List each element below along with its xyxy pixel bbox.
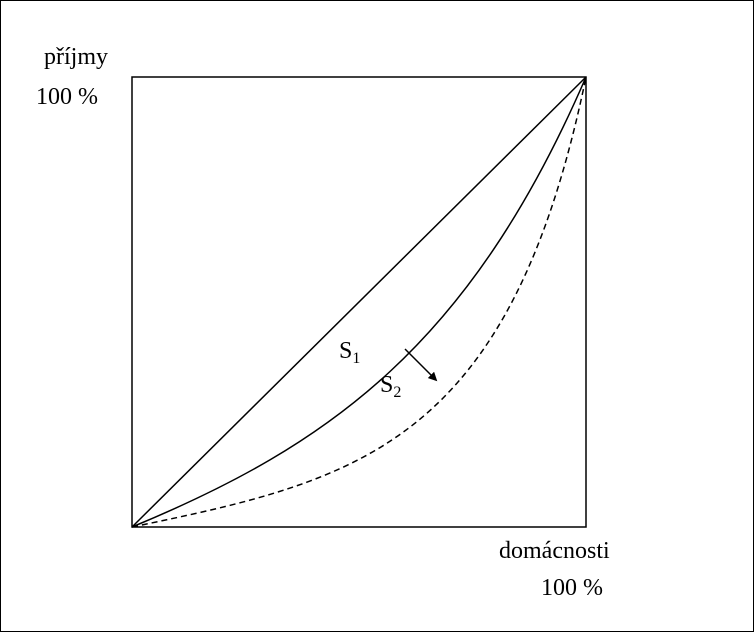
curve-s1 xyxy=(131,76,587,528)
shift-arrow xyxy=(404,348,438,382)
y-axis-value: 100 % xyxy=(36,84,98,110)
curve-s2-letter: S xyxy=(380,372,393,398)
curve-s2-index: 2 xyxy=(393,384,401,401)
curve-s1-label: S1 xyxy=(339,338,360,367)
equality-line xyxy=(131,76,587,528)
curve-s1-letter: S xyxy=(339,338,352,364)
curve-s2 xyxy=(131,76,587,528)
plot-box xyxy=(131,76,587,528)
curve-s2-label: S2 xyxy=(380,372,401,401)
y-axis-label: příjmy xyxy=(44,44,108,70)
curve-s1-index: 1 xyxy=(352,350,360,367)
x-axis-value: 100 % xyxy=(541,575,603,601)
x-axis-label: domácnosti xyxy=(499,538,610,564)
